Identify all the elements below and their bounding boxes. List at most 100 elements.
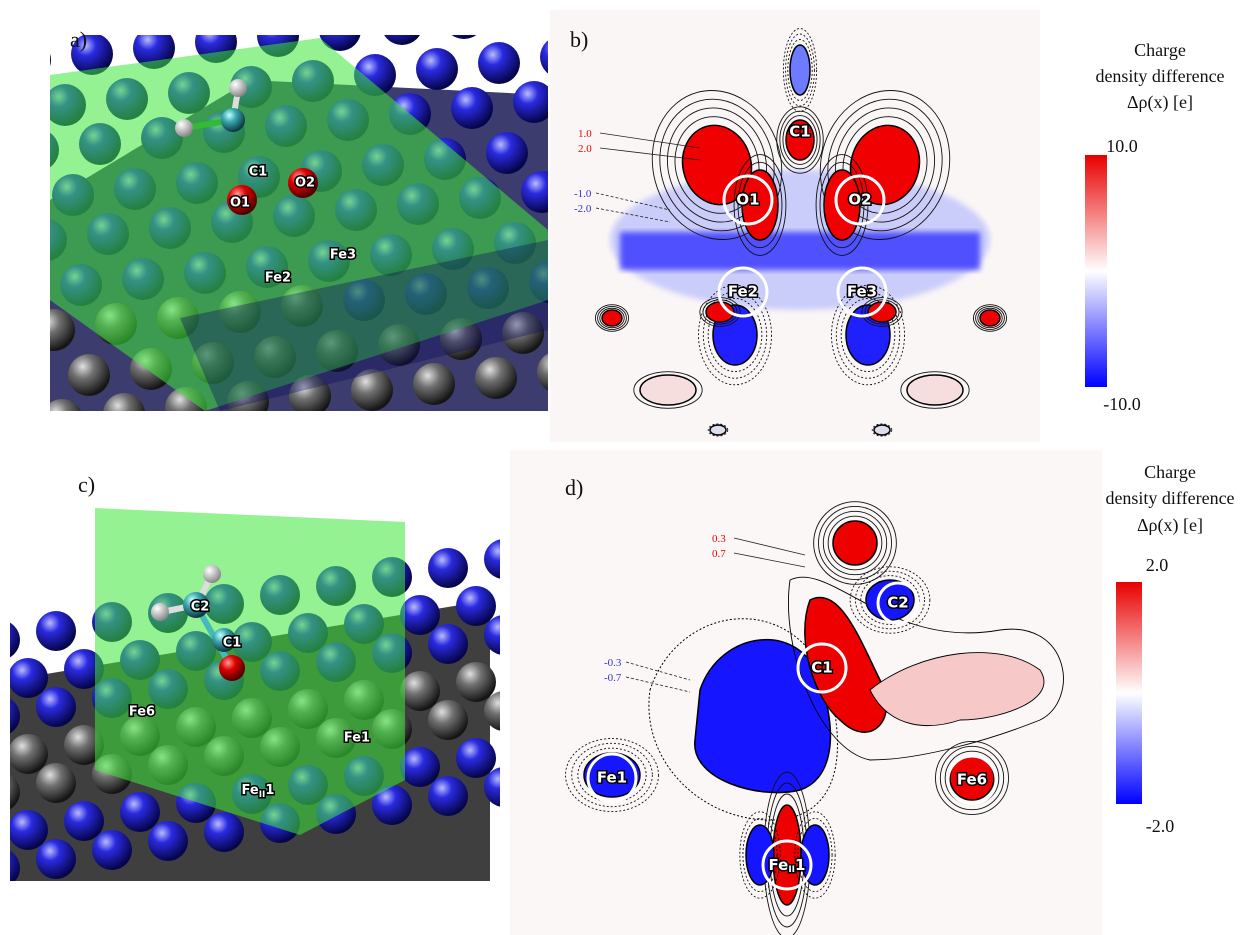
atom-sphere [416,48,458,90]
atom-sphere [36,839,76,879]
atom-sphere [148,821,188,861]
atom-sphere [428,624,468,664]
panel-d-plot [510,450,1102,935]
contour-label: -2.0 [574,203,592,215]
contour-label: 1.0 [578,128,592,140]
colorbar [1085,155,1107,387]
atom-sphere [478,42,520,84]
atom-label: O1 [736,191,759,209]
atom-sphere [456,586,496,626]
density-lobe [862,298,902,327]
atom-sphere [120,792,160,832]
atom-sphere [428,700,468,740]
colorbar-title: density difference [1095,66,1224,86]
panel-label: c) [78,472,95,497]
atom-sphere [8,810,48,850]
panel-label: a) [70,27,87,52]
atom-label-part: 1 [265,783,274,798]
atom-sphere [428,548,468,588]
colorbar [1116,582,1142,804]
atom-sphere [456,662,496,702]
colorbar-min: -10.0 [1103,394,1141,414]
atom-label: C2 [191,600,210,615]
atom-label: C2 [887,594,908,612]
contour-label: 2.0 [578,143,592,155]
atom-label: Fe1 [597,769,627,787]
density-fill [874,425,890,435]
atom-sphere [456,738,496,778]
atom-sphere [475,357,517,399]
atom-sphere [219,655,245,681]
density-lobe [901,372,969,409]
density-fill [710,425,726,435]
atom-label-part: Fe [242,783,259,798]
atom-sphere [8,734,48,774]
atom-sphere [203,565,221,583]
atom-sphere [36,687,76,727]
density-fill [980,310,1000,326]
atom-sphere [443,0,485,39]
density-lobe [634,372,702,409]
atom-sphere [451,87,493,129]
atom-label: FeII1 [242,783,275,800]
density-fill [833,521,877,565]
atom-label-part: II [259,790,266,800]
colorbar-min: -2.0 [1146,816,1175,836]
atom-sphere [151,603,169,621]
atom-label: C1 [789,123,810,141]
atom-sphere [175,119,193,137]
panel-b-plot [550,10,1040,442]
atom-sphere [381,3,423,45]
atom-label: O2 [848,191,871,209]
atom-label: Fe2 [728,283,758,301]
atom-label: Fe1 [344,731,370,746]
atom-sphere [33,309,75,351]
atom-label-part: Fe [769,856,789,874]
atom-label: Fe6 [129,705,155,720]
contour-label: 0.7 [712,548,726,560]
colorbar-title: density difference [1105,488,1234,508]
atom-sphere [413,363,455,405]
atom-sphere [36,763,76,803]
atom-sphere [64,801,104,841]
atom-label-part: 1 [795,856,805,874]
figure: C1O1O2Fe2Fe3C1O1O2Fe2Fe3C2C1Fe6Fe1FeII1C… [0,0,1242,935]
atom-label: O1 [230,196,250,211]
panel-label: b) [570,27,588,52]
panel-label: d) [565,475,583,500]
atom-sphere [68,354,110,396]
atom-sphere [92,830,132,870]
panel-c-render [0,505,552,888]
atom-sphere [221,108,245,132]
atom-label: FeII1 [769,856,806,875]
blue-band [620,232,980,270]
atom-sphere [204,812,244,852]
atom-sphere [229,79,247,97]
contour-label: -0.3 [604,657,622,669]
atom-label: C1 [811,659,832,677]
atom-label: Fe6 [957,771,987,789]
atom-sphere [513,81,555,123]
atom-label: Fe3 [330,248,356,263]
atom-label: O2 [295,176,315,191]
atom-label: Fe2 [265,271,291,286]
colorbar-title: Δρ(x) [e] [1137,515,1203,536]
density-fill [907,375,963,405]
atom-sphere [428,776,468,816]
atom-sphere [400,671,440,711]
atom-label: C1 [223,636,242,651]
atom-label: C1 [249,165,268,180]
atom-sphere [9,39,51,81]
atom-sphere [400,595,440,635]
colorbar-title: Charge [1134,40,1186,60]
atom-label: Fe3 [847,283,877,301]
atom-sphere [103,393,145,435]
atom-sphere [36,611,76,651]
density-fill [790,45,810,95]
colorbar-max: 10.0 [1106,136,1138,156]
colorbar-title: Charge [1144,462,1196,482]
atom-sphere [486,132,528,174]
atom-label-part: II [788,865,795,875]
atom-sphere [41,399,83,441]
atom-sphere [8,658,48,698]
